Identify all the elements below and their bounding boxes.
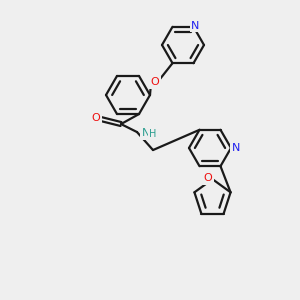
Text: N: N xyxy=(142,128,150,138)
Text: N: N xyxy=(232,143,240,153)
Text: O: O xyxy=(92,113,100,123)
Text: H: H xyxy=(149,129,157,139)
Text: O: O xyxy=(151,77,159,87)
Text: O: O xyxy=(203,173,212,183)
Text: N: N xyxy=(191,21,200,31)
